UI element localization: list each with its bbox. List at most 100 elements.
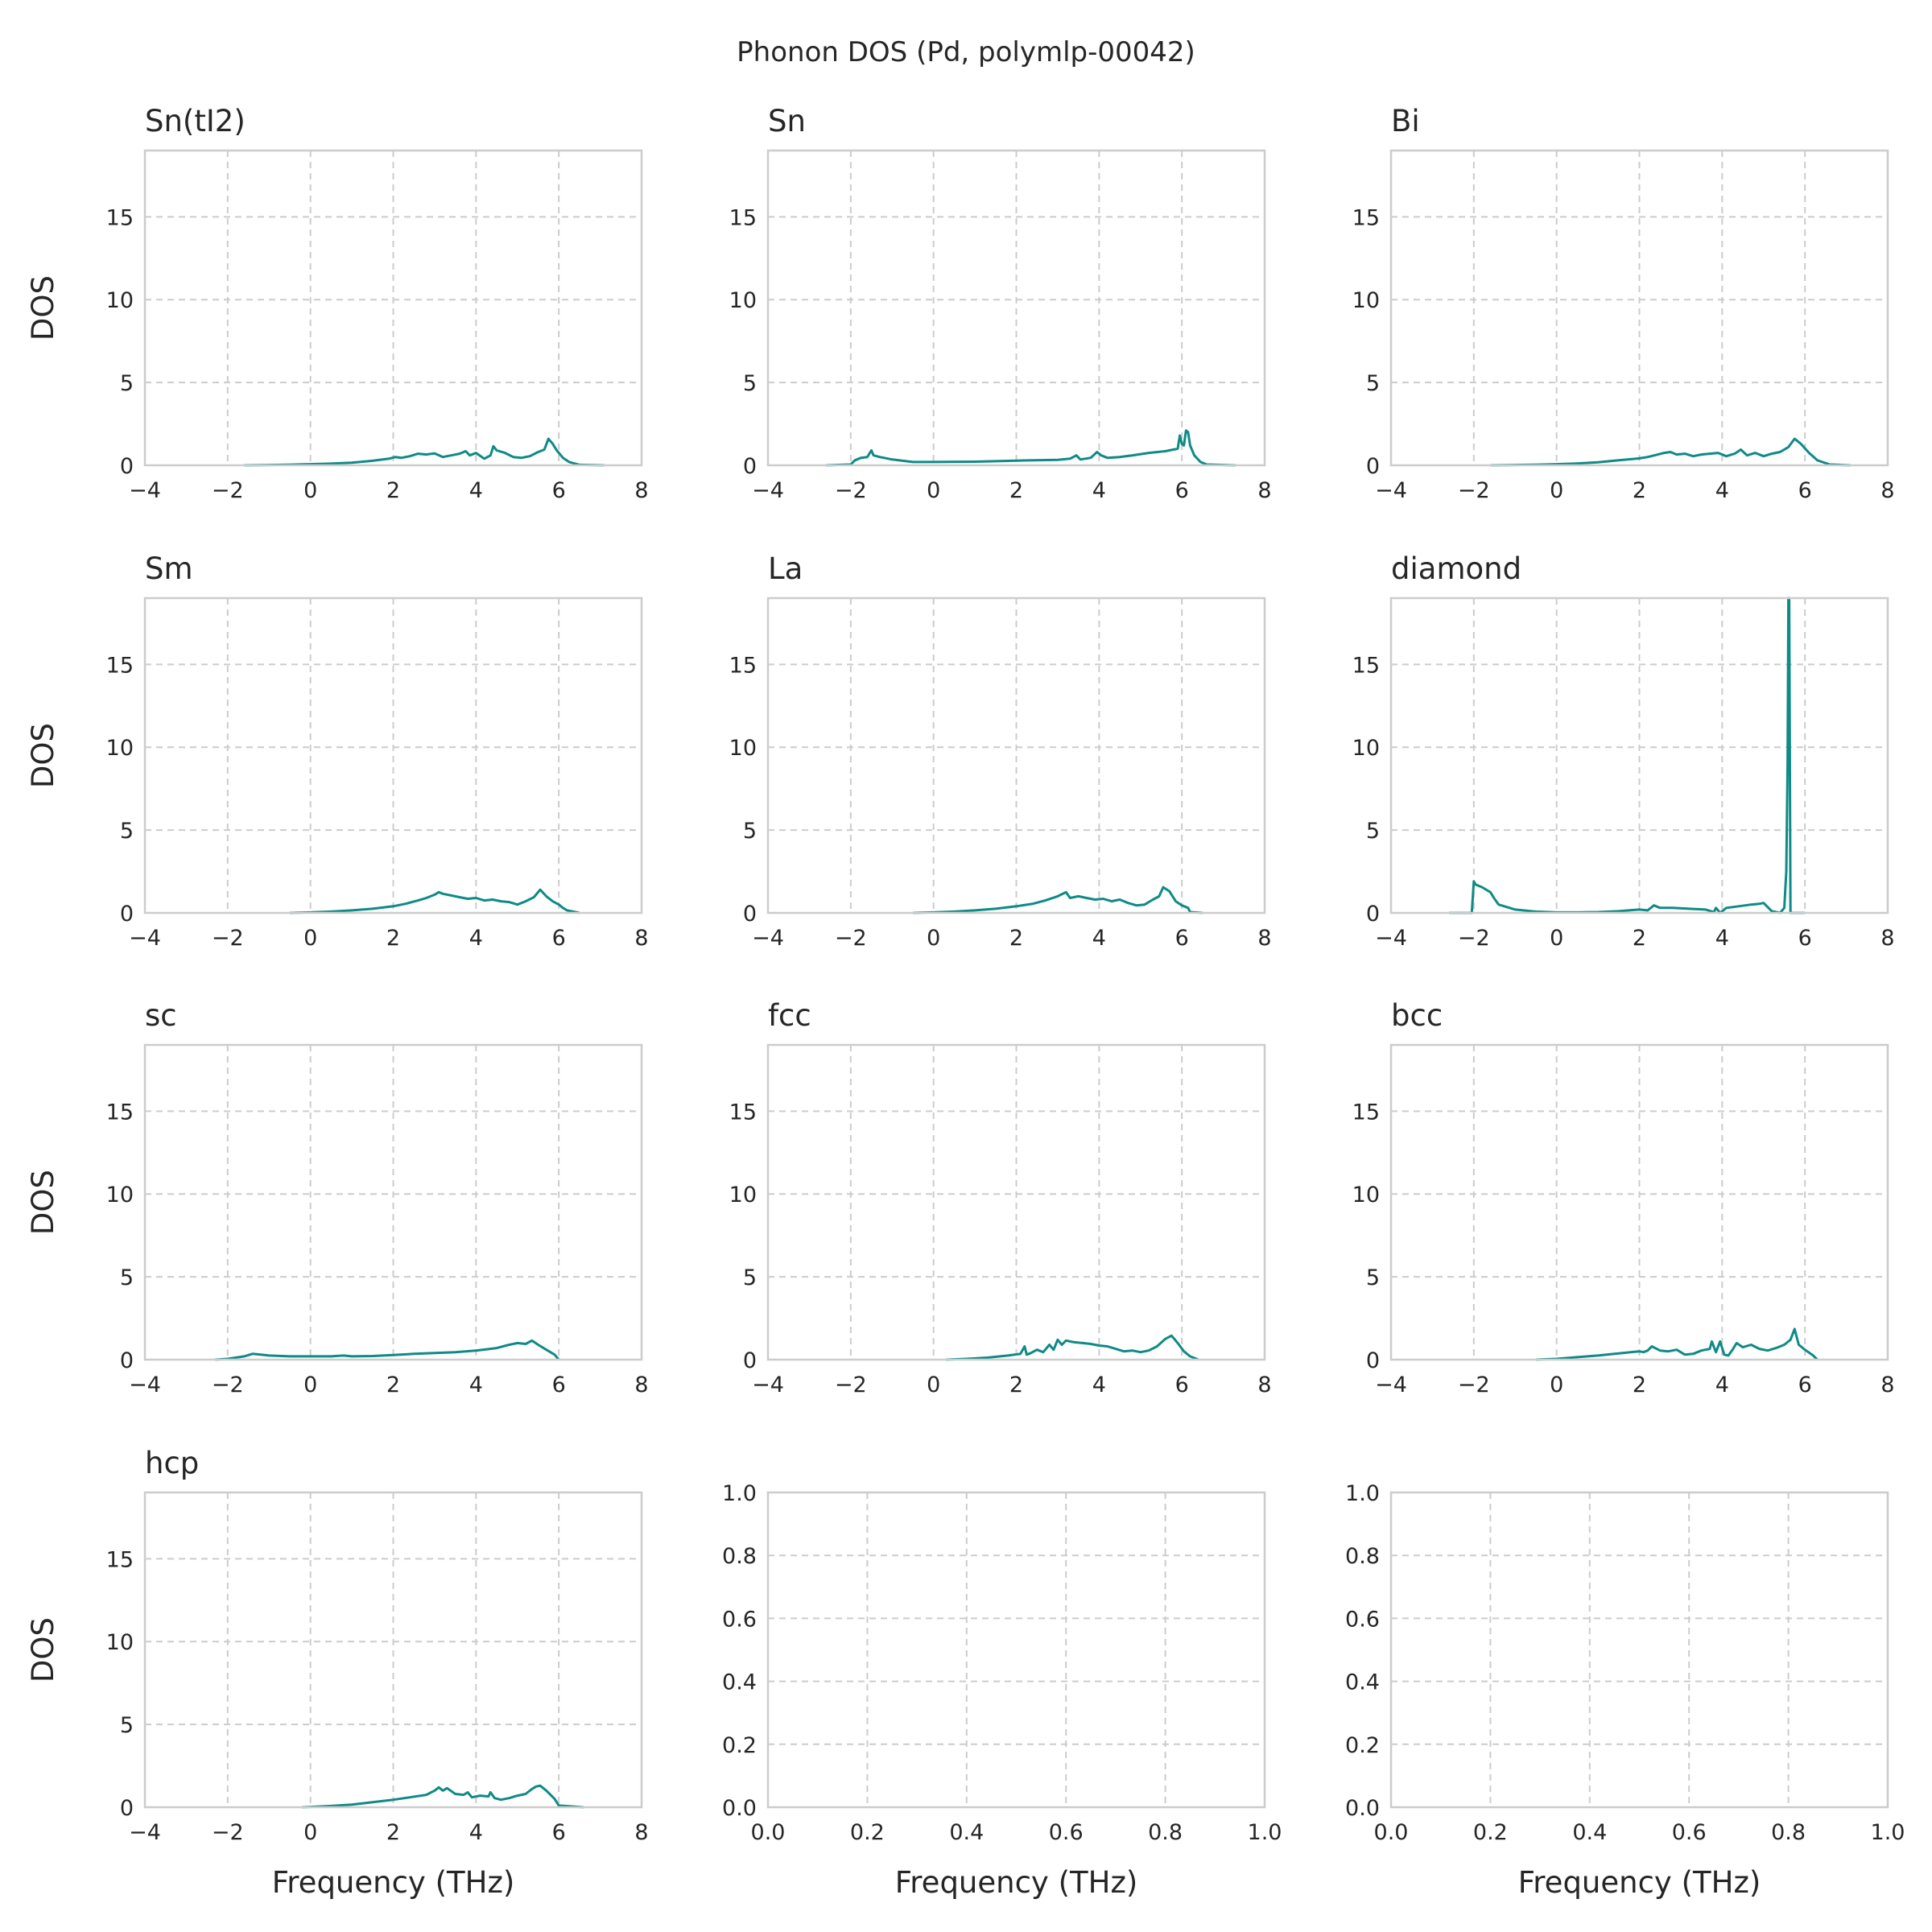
x-tick-label: 6	[1798, 1373, 1812, 1397]
y-tick-label: 15	[106, 1547, 134, 1572]
subplot-panel: −4 −2 0 2 4 6 8 0 5 10 15 hcp DOS Frequency (THz)	[26, 1446, 649, 1900]
x-tick-label: −4	[1375, 1373, 1407, 1397]
y-tick-label: 5	[1366, 819, 1380, 844]
y-tick-label: 0.6	[1345, 1607, 1380, 1632]
x-tick-label: 0.0	[751, 1820, 786, 1845]
subplot-panel: −4 −2 0 2 4 6 8 0 5 10 15 Sm DOS	[26, 551, 649, 951]
x-tick-label: −4	[752, 478, 784, 503]
subplot-title: sc	[145, 998, 177, 1033]
dos-curve	[912, 886, 1203, 914]
x-tick-label: 4	[469, 1373, 483, 1397]
dos-curve	[302, 1784, 584, 1809]
x-tick-label: −2	[212, 1373, 244, 1397]
x-axis-label: Frequency (THz)	[895, 1865, 1138, 1900]
y-tick-label: 0	[743, 902, 757, 927]
x-tick-label: −4	[752, 926, 784, 951]
x-tick-label: 0	[303, 1373, 317, 1397]
x-tick-label: −4	[129, 478, 161, 503]
x-axis-label: Frequency (THz)	[1518, 1865, 1761, 1900]
y-tick-label: 5	[1366, 1265, 1380, 1290]
y-tick-label: 10	[729, 1183, 757, 1208]
figure-title: Phonon DOS (Pd, polymlp-00042)	[737, 36, 1195, 68]
x-tick-label: 0	[1550, 926, 1563, 951]
x-tick-label: 6	[1798, 926, 1812, 951]
x-tick-label: −2	[1458, 478, 1490, 503]
y-tick-label: 0.6	[722, 1607, 757, 1632]
x-tick-label: 0.4	[1572, 1820, 1607, 1845]
y-tick-label: 0	[120, 1796, 134, 1821]
x-tick-label: −4	[129, 1820, 161, 1845]
y-tick-label: 5	[743, 819, 757, 844]
x-tick-label: −2	[1458, 926, 1490, 951]
y-tick-label: 10	[106, 1630, 134, 1655]
y-tick-label: 1.0	[1345, 1481, 1380, 1506]
y-tick-label: 15	[1352, 653, 1380, 678]
y-tick-label: 0	[120, 902, 134, 927]
x-tick-label: 8	[1880, 1373, 1894, 1397]
x-tick-label: 8	[1880, 926, 1894, 951]
subplot-panel: −4 −2 0 2 4 6 8 0 5 10 15 bcc	[1352, 998, 1895, 1397]
x-tick-label: 6	[552, 1373, 566, 1397]
x-tick-label: 0.0	[1374, 1820, 1409, 1845]
y-tick-label: 10	[106, 736, 134, 761]
subplot-panel: −4 −2 0 2 4 6 8 0 5 10 15 diamond	[1352, 551, 1895, 951]
y-tick-label: 5	[120, 819, 134, 844]
x-tick-label: −2	[212, 478, 244, 503]
x-tick-label: 2	[386, 1373, 400, 1397]
y-tick-label: 15	[106, 1100, 134, 1125]
y-tick-label: 0.4	[722, 1670, 757, 1695]
y-tick-label: 0.2	[1345, 1733, 1380, 1758]
x-tick-label: 8	[634, 478, 648, 503]
x-tick-label: −2	[835, 1373, 867, 1397]
y-tick-label: 10	[1352, 736, 1380, 761]
x-tick-label: 2	[1633, 1373, 1646, 1397]
x-tick-label: −2	[1458, 1373, 1490, 1397]
y-tick-label: 15	[729, 205, 757, 230]
x-tick-label: 0	[927, 926, 940, 951]
plot-frame	[1389, 149, 1889, 467]
plot-frame	[766, 1491, 1266, 1809]
dos-curve	[1490, 437, 1851, 467]
plot-frame	[143, 1491, 643, 1809]
y-tick-label: 10	[729, 288, 757, 313]
subplot-title: fcc	[768, 998, 811, 1033]
subplot-title: bcc	[1391, 998, 1443, 1033]
x-tick-label: 4	[1715, 1373, 1729, 1397]
x-tick-label: 8	[634, 1820, 648, 1845]
x-tick-label: 6	[552, 926, 566, 951]
subplot-title: Sm	[145, 551, 193, 586]
dos-curve	[946, 1334, 1199, 1361]
y-tick-label: 0	[743, 454, 757, 479]
x-tick-label: 0.6	[1049, 1820, 1084, 1845]
subplot-grid: −4 −2 0 2 4 6 8 0 5 10 15 Sn(tI2) DOS −4 −2 0 2 4 6 8 0 5 10 15…	[26, 104, 1905, 1900]
y-tick-label: 0	[120, 1348, 134, 1373]
dos-curve	[215, 1339, 560, 1361]
x-tick-label: 2	[386, 478, 400, 503]
plot-frame	[766, 1043, 1266, 1361]
x-tick-label: 2	[386, 1820, 400, 1845]
x-tick-label: −2	[212, 1820, 244, 1845]
y-tick-label: 5	[120, 1713, 134, 1738]
plot-frame	[766, 597, 1266, 914]
y-tick-label: 15	[106, 205, 134, 230]
y-axis-label: DOS	[26, 1170, 60, 1235]
x-tick-label: 4	[469, 1820, 483, 1845]
subplot-panel: 0.0 0.2 0.4 0.6 0.8 1.0 0.0 0.2 0.4 0.6 0.8 1.0 Freq…	[1345, 1481, 1905, 1900]
y-tick-label: 10	[1352, 288, 1380, 313]
x-tick-label: 0	[927, 478, 940, 503]
x-tick-label: 0.6	[1672, 1820, 1707, 1845]
x-tick-label: 1.0	[1248, 1820, 1282, 1845]
x-tick-label: 0	[1550, 1373, 1563, 1397]
y-tick-label: 0.0	[722, 1796, 757, 1821]
plot-frame	[143, 149, 643, 467]
y-tick-label: 15	[1352, 205, 1380, 230]
x-tick-label: −2	[835, 478, 867, 503]
subplot-title: La	[768, 551, 803, 586]
x-axis-label: Frequency (THz)	[272, 1865, 515, 1900]
y-tick-label: 0	[1366, 902, 1380, 927]
x-tick-label: 6	[552, 1820, 566, 1845]
subplot-title: diamond	[1391, 551, 1521, 586]
y-tick-label: 0.4	[1345, 1670, 1380, 1695]
dos-curve	[244, 437, 605, 467]
